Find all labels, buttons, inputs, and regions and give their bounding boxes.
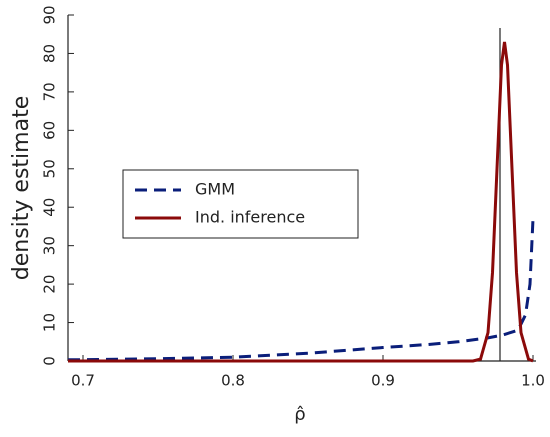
y-tick-label: 50 bbox=[41, 159, 59, 178]
y-axis-label: density estimate bbox=[9, 96, 34, 280]
y-tick-label: 0 bbox=[41, 356, 59, 366]
legend-box bbox=[122, 169, 359, 239]
y-tick-label: 40 bbox=[41, 198, 59, 217]
series-line bbox=[67, 218, 535, 362]
x-tick-label: 1.0 bbox=[521, 372, 545, 390]
y-tick-label: 20 bbox=[41, 275, 59, 294]
y-tick-label: 90 bbox=[41, 5, 59, 24]
y-tick-label: 70 bbox=[41, 82, 59, 101]
y-tick-label: 10 bbox=[41, 313, 59, 332]
x-axis-label: ρ̂ bbox=[294, 404, 305, 425]
legend-label: GMM bbox=[195, 180, 235, 199]
legend-label: Ind. inference bbox=[195, 208, 305, 227]
y-tick-label: 80 bbox=[41, 44, 59, 63]
x-tick-label: 0.7 bbox=[71, 372, 95, 390]
x-tick-label: 0.8 bbox=[221, 372, 245, 390]
x-tick-label: 0.9 bbox=[371, 372, 395, 390]
y-tick-label: 30 bbox=[41, 236, 59, 255]
y-tick-label: 60 bbox=[41, 121, 59, 140]
series-line bbox=[68, 41, 534, 363]
